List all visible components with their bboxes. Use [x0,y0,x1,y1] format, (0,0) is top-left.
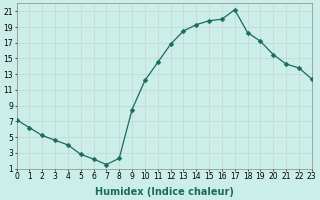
X-axis label: Humidex (Indice chaleur): Humidex (Indice chaleur) [95,187,234,197]
